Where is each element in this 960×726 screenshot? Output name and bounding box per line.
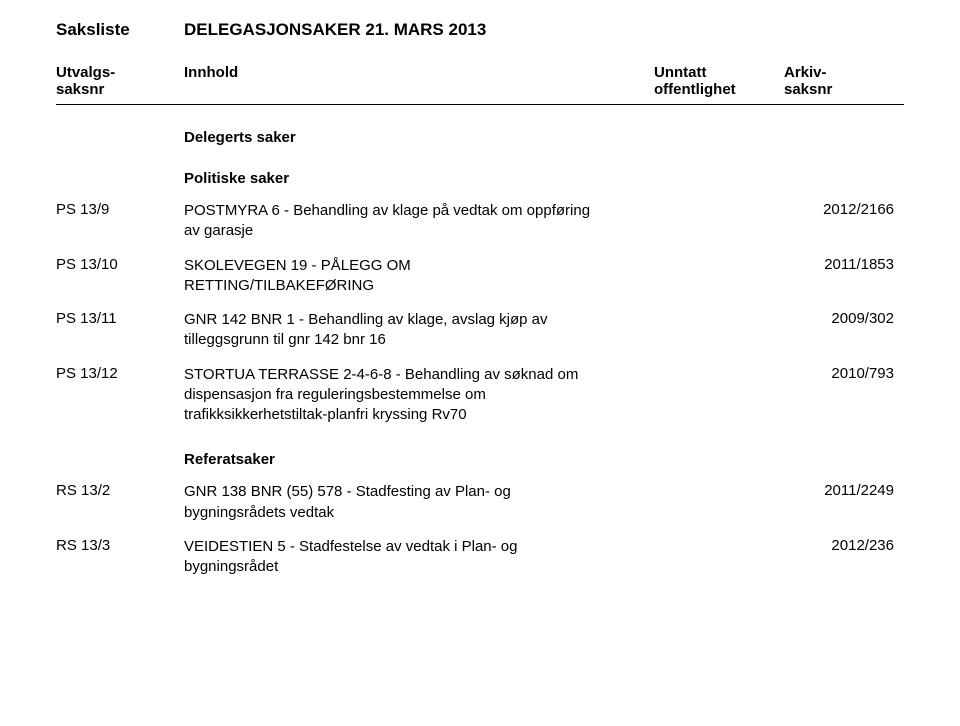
- row-arkiv: 2011/1853: [784, 256, 894, 273]
- row-content: GNR 138 BNR (55) 578 - Stadfesting av Pl…: [184, 482, 654, 523]
- row-id: PS 13/10: [56, 256, 184, 273]
- table-row: RS 13/2 GNR 138 BNR (55) 578 - Stadfesti…: [56, 482, 904, 523]
- header-utvalgs-line2: saksnr: [56, 81, 184, 98]
- row-arkiv: 2012/236: [784, 537, 894, 554]
- section-referat: Referatsaker: [184, 451, 904, 468]
- row-arkiv: 2012/2166: [784, 201, 894, 218]
- header-unntatt-line2: offentlighet: [654, 81, 784, 98]
- section-delegerts: Delegerts saker: [184, 129, 904, 146]
- title-left: Saksliste: [56, 20, 184, 40]
- header-arkiv: Arkiv- saksnr: [784, 64, 894, 98]
- row-arkiv: 2010/793: [784, 365, 894, 382]
- row-id: PS 13/12: [56, 365, 184, 382]
- row-content: STORTUA TERRASSE 2-4-6-8 - Behandling av…: [184, 365, 654, 426]
- row-content: SKOLEVEGEN 19 - PÅLEGG OM RETTING/TILBAK…: [184, 256, 654, 297]
- row-id: RS 13/3: [56, 537, 184, 554]
- title-right: DELEGASJONSAKER 21. MARS 2013: [184, 20, 486, 40]
- header-unntatt-line1: Unntatt: [654, 64, 784, 81]
- section-politiske: Politiske saker: [184, 170, 904, 187]
- column-headers: Utvalgs- saksnr Innhold Unntatt offentli…: [56, 64, 904, 105]
- table-row: RS 13/3 VEIDESTIEN 5 - Stadfestelse av v…: [56, 537, 904, 578]
- row-id: PS 13/11: [56, 310, 184, 327]
- document-page: Saksliste DELEGASJONSAKER 21. MARS 2013 …: [0, 0, 960, 611]
- row-content: VEIDESTIEN 5 - Stadfestelse av vedtak i …: [184, 537, 654, 578]
- row-id: RS 13/2: [56, 482, 184, 499]
- row-arkiv: 2009/302: [784, 310, 894, 327]
- table-row: PS 13/10 SKOLEVEGEN 19 - PÅLEGG OM RETTI…: [56, 256, 904, 297]
- table-row: PS 13/12 STORTUA TERRASSE 2-4-6-8 - Beha…: [56, 365, 904, 426]
- table-row: PS 13/11 GNR 142 BNR 1 - Behandling av k…: [56, 310, 904, 351]
- row-id: PS 13/9: [56, 201, 184, 218]
- header-unntatt: Unntatt offentlighet: [654, 64, 784, 98]
- header-innhold: Innhold: [184, 64, 654, 98]
- row-content: POSTMYRA 6 - Behandling av klage på vedt…: [184, 201, 654, 242]
- header-arkiv-line2: saksnr: [784, 81, 894, 98]
- header-utvalgs-line1: Utvalgs-: [56, 64, 184, 81]
- row-arkiv: 2011/2249: [784, 482, 894, 499]
- header-arkiv-line1: Arkiv-: [784, 64, 894, 81]
- row-content: GNR 142 BNR 1 - Behandling av klage, avs…: [184, 310, 654, 351]
- table-row: PS 13/9 POSTMYRA 6 - Behandling av klage…: [56, 201, 904, 242]
- title-row: Saksliste DELEGASJONSAKER 21. MARS 2013: [56, 20, 904, 40]
- header-utvalgs: Utvalgs- saksnr: [56, 64, 184, 98]
